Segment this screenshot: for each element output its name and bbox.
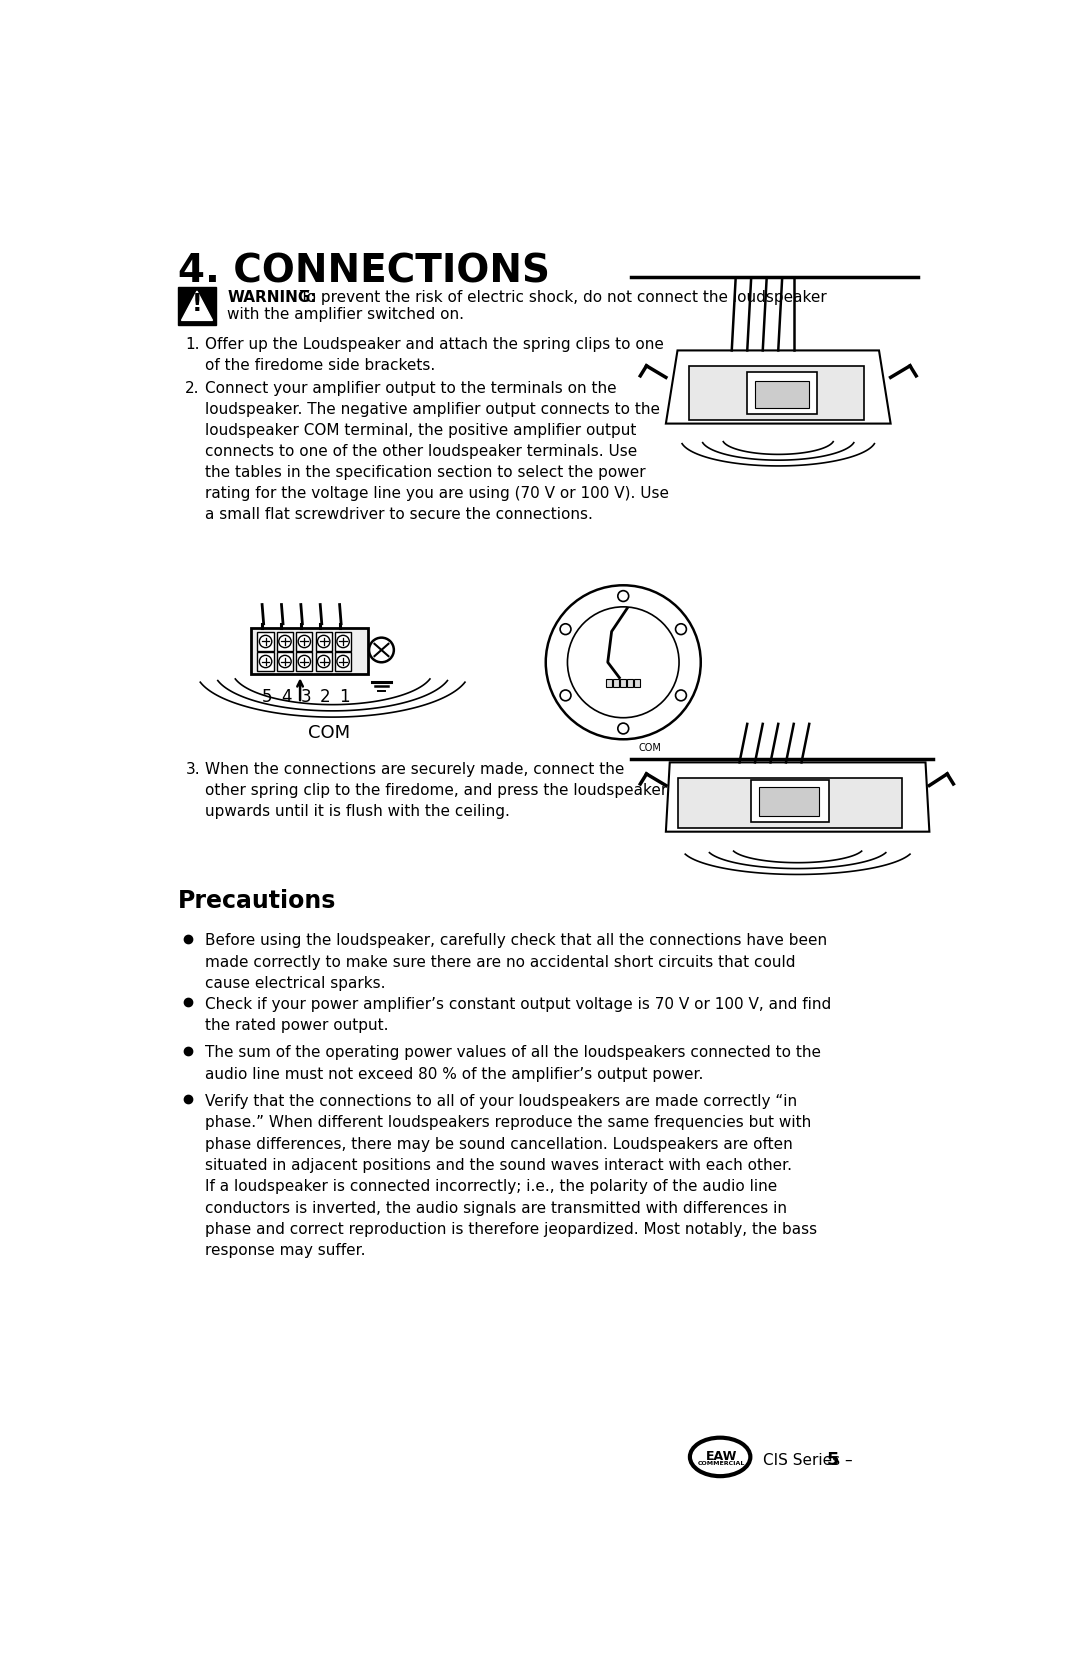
Circle shape — [259, 636, 272, 648]
Bar — [257, 633, 273, 651]
Text: Offer up the Loudspeaker and attach the spring clips to one
of the firedome side: Offer up the Loudspeaker and attach the … — [205, 337, 663, 374]
Text: 2.: 2. — [186, 381, 200, 396]
Text: WARNING:: WARNING: — [227, 290, 316, 305]
Text: 1.: 1. — [186, 337, 200, 352]
Bar — [689, 366, 864, 419]
Text: Before using the loudspeaker, carefully check that all the connections have been: Before using the loudspeaker, carefully … — [205, 933, 827, 991]
Text: COM: COM — [639, 743, 662, 753]
Text: 5: 5 — [826, 1450, 839, 1469]
Text: To prevent the risk of electric shock, do not connect the loudspeaker: To prevent the risk of electric shock, d… — [296, 290, 827, 305]
Bar — [177, 287, 216, 325]
Text: Connect your amplifier output to the terminals on the
loudspeaker. The negative : Connect your amplifier output to the ter… — [205, 381, 669, 522]
Circle shape — [561, 624, 571, 634]
Bar — [257, 653, 273, 671]
Circle shape — [545, 586, 701, 739]
Bar — [296, 653, 312, 671]
Polygon shape — [181, 290, 213, 320]
Bar — [335, 653, 351, 671]
Bar — [755, 381, 809, 409]
Bar — [276, 653, 293, 671]
Circle shape — [318, 656, 329, 668]
Bar — [613, 679, 619, 688]
Text: Check if your power amplifier’s constant output voltage is 70 V or 100 V, and fi: Check if your power amplifier’s constant… — [205, 996, 831, 1033]
Text: COMMERCIAL: COMMERCIAL — [698, 1462, 745, 1467]
Circle shape — [676, 624, 687, 634]
Bar — [627, 679, 633, 688]
Circle shape — [279, 656, 292, 668]
Text: COM: COM — [308, 724, 350, 743]
Text: 1: 1 — [339, 688, 350, 706]
Circle shape — [561, 689, 571, 701]
Bar — [315, 633, 332, 651]
Circle shape — [318, 636, 329, 648]
Bar — [315, 653, 332, 671]
Text: 5: 5 — [261, 688, 272, 706]
Circle shape — [369, 638, 394, 663]
Circle shape — [279, 636, 292, 648]
Bar — [677, 778, 902, 828]
Bar — [759, 788, 820, 816]
Bar — [296, 633, 312, 651]
Circle shape — [259, 656, 272, 668]
Bar — [606, 679, 611, 688]
Polygon shape — [666, 350, 891, 424]
Text: The sum of the operating power values of all the loudspeakers connected to the
a: The sum of the operating power values of… — [205, 1045, 821, 1082]
Circle shape — [676, 689, 687, 701]
Bar — [276, 633, 293, 651]
Text: 4. CONNECTIONS: 4. CONNECTIONS — [177, 252, 550, 290]
Circle shape — [298, 636, 311, 648]
Text: When the connections are securely made, connect the
other spring clip to the fir: When the connections are securely made, … — [205, 763, 667, 819]
Circle shape — [337, 636, 349, 648]
Bar — [747, 372, 816, 414]
Bar — [620, 679, 625, 688]
Text: EAW: EAW — [706, 1450, 738, 1462]
Text: CIS Series –: CIS Series – — [762, 1452, 858, 1467]
Text: 3.: 3. — [186, 763, 200, 778]
Circle shape — [618, 723, 629, 734]
Text: 4: 4 — [281, 688, 292, 706]
Bar — [252, 628, 367, 674]
Circle shape — [298, 656, 311, 668]
Circle shape — [618, 591, 629, 601]
Text: !: ! — [191, 292, 202, 315]
Text: with the amplifier switched on.: with the amplifier switched on. — [227, 307, 464, 322]
Text: 3: 3 — [300, 688, 311, 706]
Circle shape — [337, 656, 349, 668]
Bar — [634, 679, 639, 688]
Text: 2: 2 — [320, 688, 330, 706]
Bar — [751, 779, 828, 823]
Text: Verify that the connections to all of your loudspeakers are made correctly “in
p: Verify that the connections to all of yo… — [205, 1093, 816, 1258]
Text: Precautions: Precautions — [177, 890, 336, 913]
Bar — [335, 633, 351, 651]
Polygon shape — [666, 763, 930, 831]
